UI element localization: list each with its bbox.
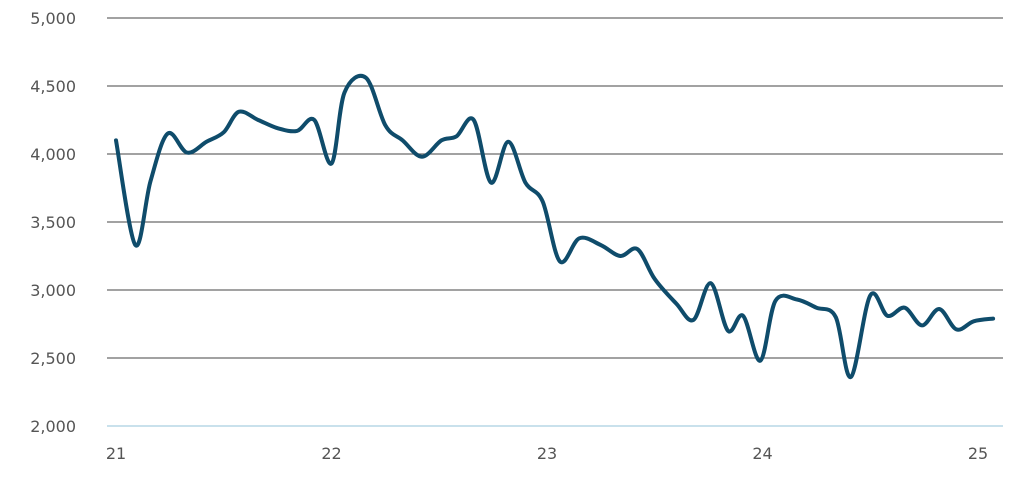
x-tick-label: 25 [968,444,988,463]
data-point [903,306,907,310]
data-point [849,375,853,379]
data-point [455,134,459,138]
gridlines [107,17,1003,427]
data-point [114,138,118,142]
data-point [342,91,346,95]
data-point [205,140,209,144]
data-point [312,118,316,122]
data-point [149,179,153,183]
x-tick-label: 21 [106,444,126,463]
data-point [868,293,872,297]
data-point [133,243,137,247]
y-tick-label: 4,500 [30,77,76,96]
data-point [814,306,818,310]
data-point [523,181,527,185]
data-point [577,236,581,240]
data-point [489,181,493,185]
data-point [256,118,260,122]
x-tick-label: 22 [321,444,341,463]
data-point [674,302,678,306]
data-point [599,243,603,247]
data-point [439,138,443,142]
data-point [276,126,280,130]
data-point [295,129,299,133]
y-tick-label: 2,000 [30,417,76,436]
x-tick-label: 23 [537,444,557,463]
data-point [692,318,696,322]
data-point [618,254,622,258]
data-point [383,123,387,127]
data-point [741,314,745,318]
data-point [472,118,476,122]
x-tick-label: 24 [752,444,772,463]
data-point [237,110,241,114]
data-point [954,327,958,331]
series-group [114,73,996,380]
data-point [709,281,713,285]
data-point [420,155,424,159]
data-point [401,138,405,142]
x-axis-tick-labels: 21 22 23 24 25 [106,444,988,463]
data-point [726,329,730,333]
series-line [114,73,996,380]
data-point [886,314,890,318]
data-point [920,323,924,327]
data-point [758,359,762,363]
y-axis-tick-labels: 2,000 2,500 3,000 3,500 4,000 4,500 5,000 [30,9,76,436]
data-point [222,130,226,134]
y-tick-label: 2,500 [30,349,76,368]
y-tick-label: 4,000 [30,145,76,164]
y-tick-label: 5,000 [30,9,76,28]
data-point [636,247,640,251]
data-point [991,317,995,321]
data-point [185,151,189,155]
data-point [558,259,562,263]
data-point [937,307,941,311]
data-point [834,315,838,319]
data-point [330,162,334,166]
data-point [506,140,510,144]
y-tick-label: 3,000 [30,281,76,300]
data-point [773,299,777,303]
y-tick-label: 3,500 [30,213,76,232]
data-point [541,200,545,204]
data-point [166,132,170,136]
data-point [795,298,799,302]
data-point [364,76,368,80]
data-point [653,277,657,281]
data-point [972,319,976,323]
